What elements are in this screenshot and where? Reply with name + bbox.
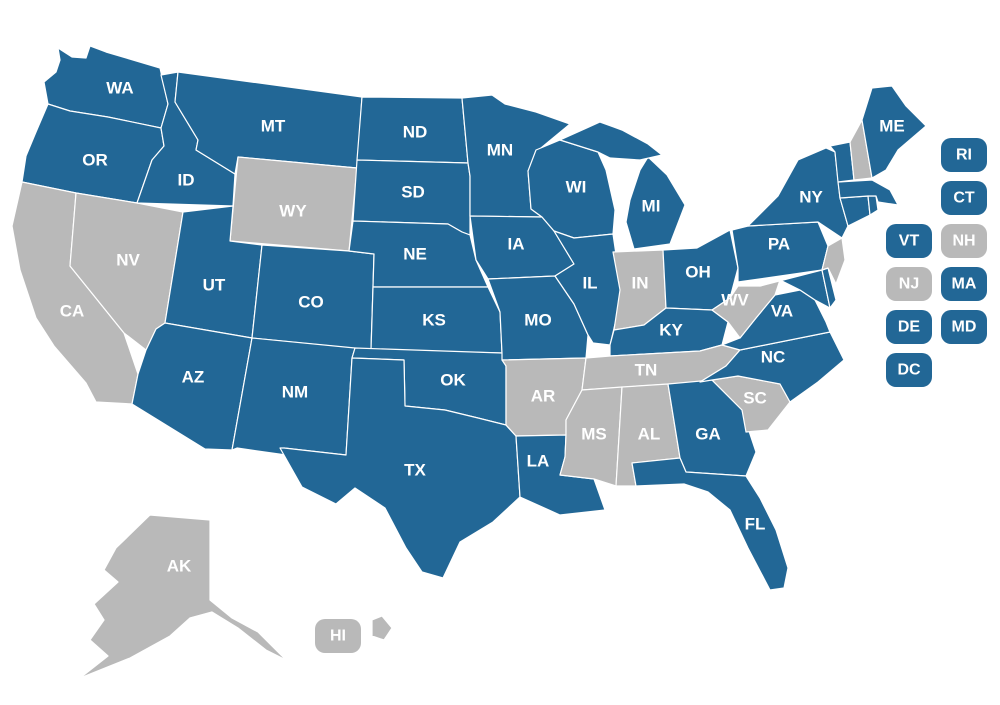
chip-nj[interactable]: NJ <box>886 267 932 301</box>
state-ky[interactable] <box>609 307 729 357</box>
state-nj[interactable] <box>821 237 846 285</box>
state-mi-up[interactable] <box>559 121 663 161</box>
chip-ma[interactable]: MA <box>941 267 987 301</box>
chip-dc[interactable]: DC <box>886 353 932 387</box>
state-az[interactable] <box>131 322 253 451</box>
state-nm[interactable] <box>231 337 356 456</box>
chip-de-box <box>886 310 932 344</box>
chip-vt[interactable]: VT <box>886 224 932 258</box>
chip-md[interactable]: MD <box>941 310 987 344</box>
state-nd[interactable] <box>356 96 469 164</box>
state-hi[interactable] <box>371 615 393 641</box>
chip-dc-box <box>886 353 932 387</box>
state-vt[interactable] <box>829 141 855 183</box>
chip-de[interactable]: DE <box>886 310 932 344</box>
state-me[interactable] <box>861 85 927 179</box>
state-oh[interactable] <box>662 229 739 311</box>
state-mi[interactable] <box>625 156 686 250</box>
state-co[interactable] <box>251 244 375 351</box>
state-ma[interactable] <box>837 179 899 206</box>
state-nc[interactable] <box>699 331 845 403</box>
state-tx[interactable] <box>279 357 521 579</box>
state-ne[interactable] <box>348 220 489 288</box>
chip-ct[interactable]: CT <box>941 181 987 215</box>
chip-vt-box <box>886 224 932 258</box>
state-fl[interactable] <box>631 457 789 591</box>
state-ak[interactable] <box>79 514 287 679</box>
chip-nh[interactable]: NH <box>941 224 987 258</box>
chip-md-box <box>941 310 987 344</box>
chip-ct-box <box>941 181 987 215</box>
chip-hi-box <box>315 619 361 653</box>
chip-nj-box <box>886 267 932 301</box>
chip-hi[interactable]: HI <box>315 619 361 653</box>
chip-ma-box <box>941 267 987 301</box>
state-wy[interactable] <box>229 156 358 252</box>
state-ks[interactable] <box>370 286 503 354</box>
chip-nh-box <box>941 224 987 258</box>
chip-ri-box <box>941 138 987 172</box>
chip-ri[interactable]: RI <box>941 138 987 172</box>
